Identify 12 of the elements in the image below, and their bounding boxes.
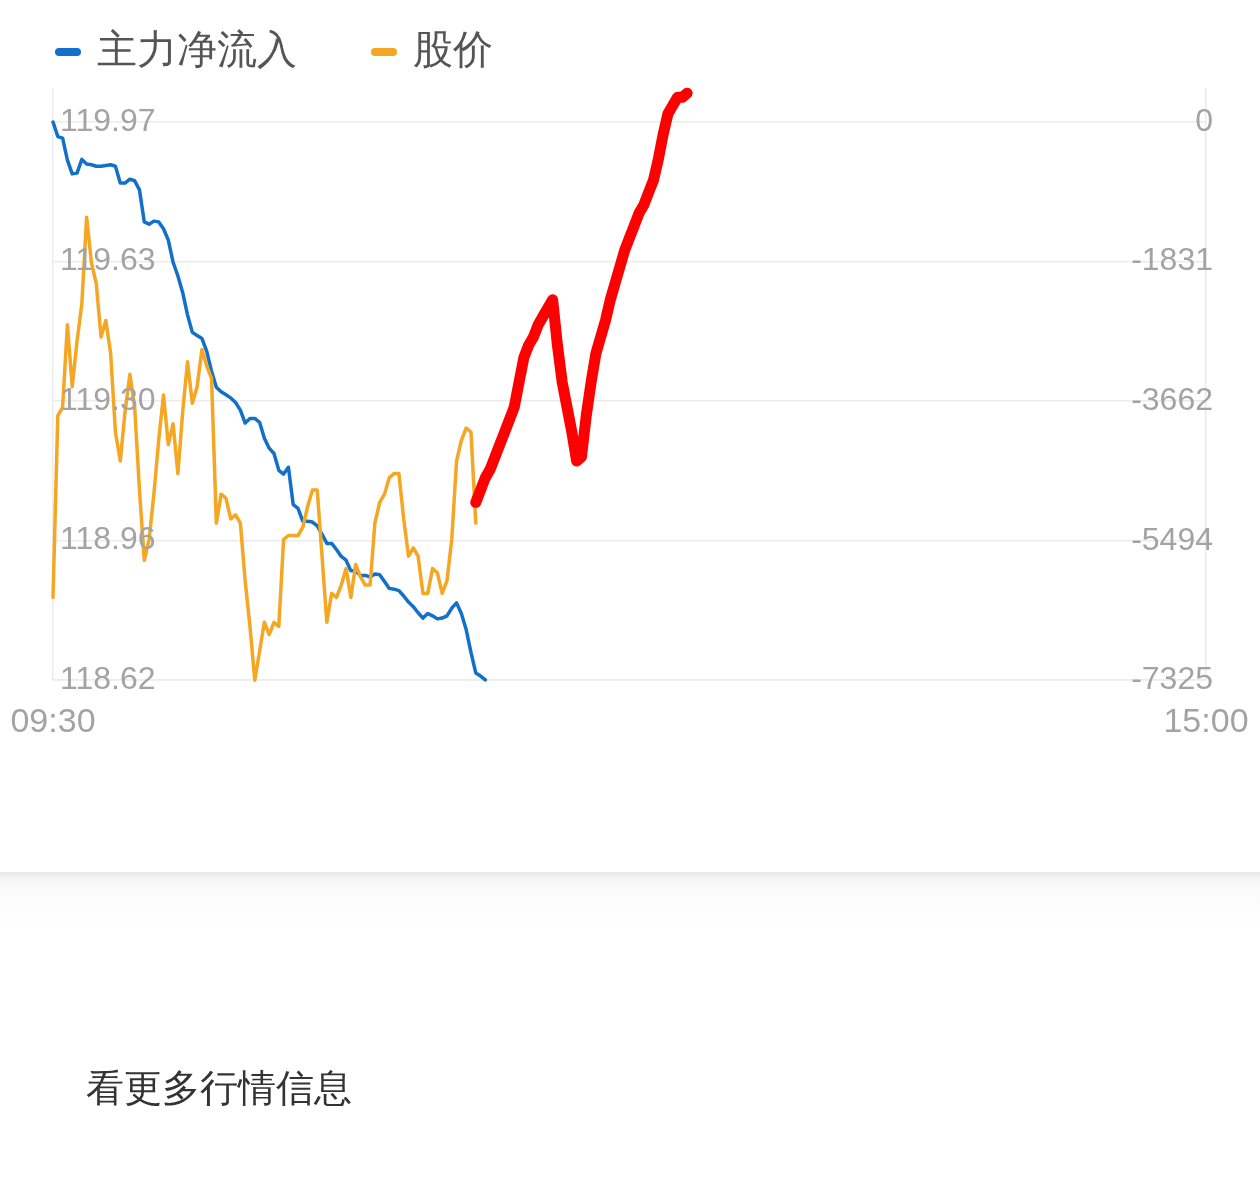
y2-tick-label: -7325 bbox=[1131, 660, 1213, 697]
text: 看更多行情信息 bbox=[86, 1065, 352, 1112]
y2-tick-label: 0 bbox=[1195, 101, 1213, 138]
y2-tick-label: -3662 bbox=[1131, 380, 1213, 417]
legend-label: 股价 bbox=[413, 27, 493, 72]
legend-label: 主力净流入 bbox=[97, 27, 297, 72]
x-tick-label: 09:30 bbox=[10, 700, 96, 739]
y2-tick-label: -5494 bbox=[1131, 520, 1213, 557]
y-tick-label: 119.97 bbox=[60, 101, 156, 138]
y-tick-label: 118.62 bbox=[60, 660, 156, 697]
x-tick-label: 15:00 bbox=[1163, 700, 1249, 739]
y2-tick-label: -1831 bbox=[1131, 241, 1213, 278]
